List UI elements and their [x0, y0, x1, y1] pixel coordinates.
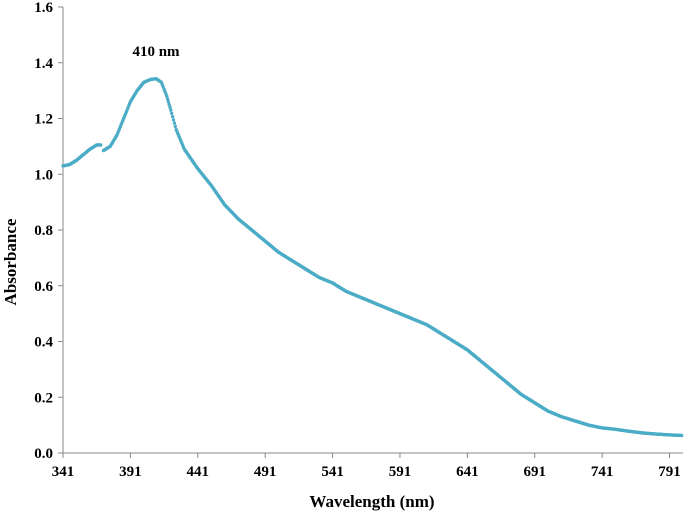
- data-point: [170, 114, 175, 119]
- y-tick-label: 0.0: [34, 446, 53, 462]
- tick-labels: 0.0 0.2 0.4 0.6 0.8 1.0 1.2 1.4 1.6 341 391 441 491 5…: [34, 0, 681, 480]
- y-tick-label: 0.2: [34, 390, 53, 406]
- x-tick-label: 391: [119, 464, 142, 480]
- y-tick-label: 1.6: [34, 0, 53, 16]
- data-point: [169, 108, 173, 112]
- x-tick-label: 541: [321, 464, 344, 480]
- data-point: [171, 118, 176, 122]
- x-tick-label: 741: [591, 464, 614, 480]
- data-points: [61, 76, 684, 438]
- x-tick-label: 591: [389, 464, 412, 480]
- x-tick-label: 641: [456, 464, 479, 480]
- data-point: [167, 102, 171, 107]
- y-tick-label: 1.0: [34, 167, 53, 183]
- y-tick-label: 0.4: [34, 335, 53, 351]
- y-tick-label: 0.8: [34, 223, 53, 239]
- data-point: [168, 105, 172, 110]
- x-axis-title: Wavelength (nm): [309, 492, 434, 511]
- data-point: [173, 124, 178, 129]
- x-tick-label: 491: [254, 464, 277, 480]
- peak-annotation: 410 nm: [132, 44, 180, 60]
- data-point: [165, 94, 169, 98]
- y-axis-title: Absorbance: [1, 218, 20, 305]
- data-point: [172, 121, 177, 125]
- data-point: [166, 100, 171, 104]
- data-point: [679, 433, 684, 438]
- y-tick-label: 1.4: [34, 56, 53, 72]
- data-point: [170, 111, 174, 116]
- data-point: [99, 143, 103, 147]
- x-tick-label: 791: [658, 464, 681, 480]
- axes: [58, 6, 683, 458]
- y-tick-label: 0.6: [34, 279, 53, 295]
- x-tick-label: 691: [523, 464, 546, 480]
- x-tick-label: 441: [187, 464, 210, 480]
- data-point: [165, 97, 170, 101]
- x-tick-label: 341: [52, 464, 75, 480]
- y-tick-label: 1.2: [34, 112, 53, 128]
